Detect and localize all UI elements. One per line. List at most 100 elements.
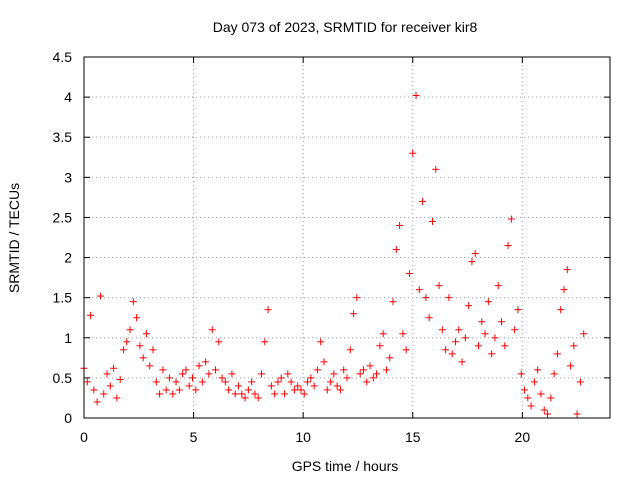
data-point: [491, 334, 499, 342]
data-point: [567, 362, 575, 370]
data-point: [498, 318, 506, 326]
data-point: [188, 374, 196, 382]
data-point: [409, 149, 417, 157]
data-point: [386, 354, 394, 362]
data-point: [126, 326, 134, 334]
data-point: [448, 350, 456, 358]
data-point: [465, 302, 473, 310]
data-point: [241, 394, 249, 402]
data-point: [271, 390, 279, 398]
data-point: [182, 366, 190, 374]
data-point: [478, 318, 486, 326]
data-point: [475, 342, 482, 350]
data-point: [208, 326, 216, 334]
data-point: [313, 366, 321, 374]
data-point: [484, 298, 492, 306]
y-tick-label: 1: [64, 330, 72, 346]
data-point: [382, 366, 390, 374]
data-point: [179, 370, 187, 378]
y-tick-label: 4.5: [53, 49, 73, 65]
data-point: [432, 165, 440, 173]
data-point: [442, 346, 450, 354]
data-point: [336, 386, 344, 394]
data-point: [297, 386, 305, 394]
data-point: [392, 246, 400, 254]
data-point: [162, 386, 170, 394]
data-point: [494, 282, 502, 290]
y-tick-label: 2.5: [53, 209, 73, 225]
data-point: [119, 346, 127, 354]
data-point: [146, 362, 154, 370]
data-point: [290, 386, 298, 394]
data-point: [172, 378, 180, 386]
x-tick-label: 10: [295, 429, 311, 445]
data-point: [363, 378, 371, 386]
data-point: [87, 311, 95, 319]
data-point: [343, 374, 351, 382]
data-point: [90, 386, 98, 394]
data-point: [514, 306, 522, 314]
data-point: [159, 366, 167, 374]
data-point: [544, 410, 552, 418]
data-point: [175, 386, 183, 394]
y-tick-label: 1.5: [53, 290, 73, 306]
data-point: [369, 374, 377, 382]
data-point: [425, 314, 433, 322]
data-point: [294, 382, 302, 390]
data-point: [534, 366, 542, 374]
data-point: [225, 386, 233, 394]
data-point: [307, 374, 315, 382]
data-point: [438, 326, 446, 334]
y-tick-label: 2: [64, 250, 72, 266]
chart-title: Day 073 of 2023, SRMTID for receiver kir…: [213, 19, 478, 35]
data-point: [330, 370, 338, 378]
data-point: [580, 330, 588, 338]
data-point: [346, 346, 354, 354]
data-point: [396, 221, 404, 229]
data-point: [317, 338, 325, 346]
data-point: [468, 258, 476, 266]
data-point: [215, 338, 223, 346]
data-point: [156, 390, 164, 398]
data-point: [376, 342, 384, 350]
data-point: [327, 378, 335, 386]
data-point: [248, 378, 256, 386]
data-point: [136, 342, 144, 350]
data-point: [451, 338, 459, 346]
data-point: [576, 378, 584, 386]
x-tick-label: 5: [190, 429, 198, 445]
data-point: [563, 266, 571, 274]
data-point: [573, 410, 581, 418]
y-tick-label: 0: [64, 410, 72, 426]
data-point: [524, 394, 532, 402]
data-point: [517, 370, 525, 378]
y-tick-label: 4: [64, 89, 72, 105]
tick-labels: 0 5 10 15 20 0 0.5 1 1.5 2 2.5 3 3.5 4 4.5: [53, 49, 531, 445]
data-point: [83, 378, 91, 386]
data-point: [455, 326, 463, 334]
data-point: [504, 242, 512, 250]
data-point: [96, 292, 104, 300]
data-point: [218, 374, 226, 382]
data-point: [530, 378, 538, 386]
data-point: [481, 330, 489, 338]
data-point: [501, 342, 509, 350]
data-point: [350, 310, 358, 318]
data-point: [113, 394, 121, 402]
data-point: [560, 286, 568, 294]
data-point: [169, 390, 177, 398]
data-point: [310, 382, 318, 390]
data-point: [405, 270, 413, 278]
data-point: [445, 294, 453, 302]
data-point: [458, 358, 466, 366]
data-point: [100, 390, 108, 398]
data-point: [356, 370, 364, 378]
data-point: [202, 358, 210, 366]
data-point: [511, 326, 519, 334]
x-axis-label: GPS time / hours: [292, 458, 399, 474]
data-point: [123, 338, 131, 346]
data-point: [287, 378, 295, 386]
data-point: [461, 334, 469, 342]
data-point: [284, 370, 292, 378]
